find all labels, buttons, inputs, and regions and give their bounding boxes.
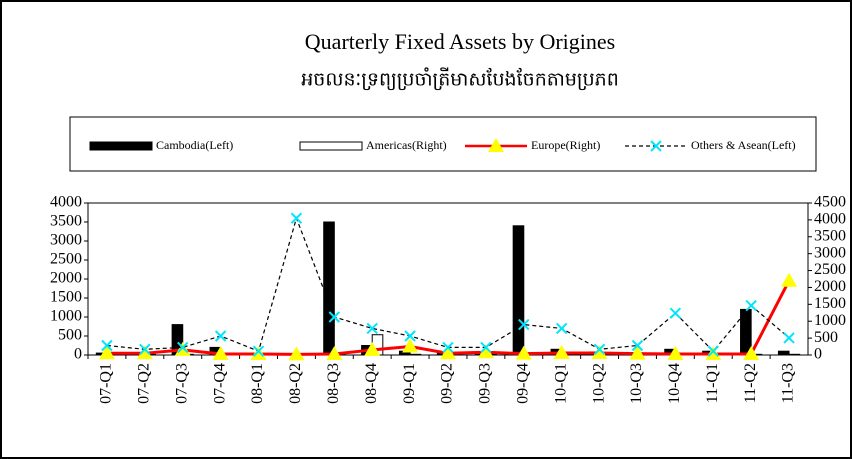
chart-title: Quarterly Fixed Assets by Origines <box>305 29 615 54</box>
x-tick-label: 09-Q3 <box>477 363 494 404</box>
marker <box>440 345 456 360</box>
marker <box>212 345 229 360</box>
bar <box>788 353 801 356</box>
marker <box>366 322 378 335</box>
marker <box>781 272 798 287</box>
bar <box>409 353 422 356</box>
marker <box>290 212 303 224</box>
marker <box>631 339 644 352</box>
y-tick-label: 3500 <box>50 213 82 230</box>
y-tick-label: 3000 <box>50 232 82 249</box>
y-tick-label: 500 <box>58 327 82 344</box>
marker <box>518 318 530 331</box>
x-tick-label: 08-Q1 <box>249 363 266 404</box>
x-tick-label: 09-Q1 <box>401 363 418 404</box>
y-tick-label: 0 <box>74 346 82 363</box>
y2-tick-label: 1000 <box>814 312 846 329</box>
x-tick-label: 08-Q4 <box>363 363 380 404</box>
marker <box>593 343 606 356</box>
x-tick-label: 10-Q4 <box>666 363 683 404</box>
bar <box>323 221 335 356</box>
x-tick-label: 10-Q1 <box>552 363 569 404</box>
marker <box>404 330 416 342</box>
x-tick-label: 10-Q3 <box>628 363 645 404</box>
marker <box>328 311 341 323</box>
marker <box>98 345 115 360</box>
x-tick-label: 11-Q1 <box>704 363 721 403</box>
legend-swatch <box>299 141 363 151</box>
y2-tick-label: 0 <box>814 346 822 363</box>
marker <box>480 341 492 354</box>
marker <box>650 140 662 152</box>
y-tick-label: 1500 <box>50 289 82 306</box>
marker <box>101 339 113 352</box>
marker <box>669 307 682 319</box>
marker <box>477 344 494 359</box>
legend-label: Others & Asean(Left) <box>691 138 796 152</box>
legend-label: Europe(Right) <box>531 138 600 152</box>
marker <box>667 345 684 360</box>
marker <box>214 330 227 342</box>
legend-label: Cambodia(Left) <box>156 138 233 152</box>
y-tick-label: 2000 <box>50 270 82 287</box>
marker <box>488 138 504 152</box>
y2-tick-label: 3000 <box>814 244 846 261</box>
marker <box>629 345 646 360</box>
x-tick-label: 11-Q3 <box>780 363 797 403</box>
legend-label: Americas(Right) <box>366 138 447 152</box>
bar <box>777 350 790 356</box>
x-tick-label: 07-Q1 <box>98 363 115 404</box>
marker <box>442 341 454 354</box>
marker <box>364 341 381 356</box>
y2-tick-label: 2500 <box>814 261 846 278</box>
marker <box>139 343 151 356</box>
y2-tick-label: 2000 <box>814 278 846 295</box>
y2-tick-label: 500 <box>814 329 838 346</box>
marker <box>745 299 757 312</box>
y-tick-label: 1000 <box>50 308 82 325</box>
marker <box>783 332 795 344</box>
x-tick-label: 09-Q4 <box>514 363 531 404</box>
marker <box>515 345 532 360</box>
x-tick-label: 08-Q2 <box>287 363 304 404</box>
y2-tick-label: 4500 <box>814 194 846 211</box>
chart-subtitle: អចលនៈទ្រព្យប្រចាំត្រីមាសបែងចែកតាមប្រភព <box>301 67 619 91</box>
bar <box>512 225 525 356</box>
marker <box>288 346 305 361</box>
y-tick-label: 4000 <box>50 194 82 211</box>
marker <box>553 344 570 359</box>
marker <box>591 344 608 359</box>
y2-tick-label: 3500 <box>814 227 846 244</box>
y2-tick-label: 4000 <box>814 211 846 228</box>
legend-box <box>69 116 817 172</box>
x-tick-label: 10-Q2 <box>590 363 607 404</box>
marker <box>743 345 760 360</box>
marker <box>707 345 719 357</box>
marker <box>402 338 419 353</box>
x-tick-label: 09-Q2 <box>439 363 456 404</box>
marker <box>177 341 189 354</box>
x-tick-label: 07-Q4 <box>211 363 228 404</box>
y2-tick-label: 1500 <box>814 295 846 312</box>
marker <box>555 322 568 335</box>
x-tick-label: 07-Q3 <box>173 363 190 404</box>
x-tick-label: 07-Q2 <box>136 363 153 404</box>
marker <box>252 345 265 357</box>
y-tick-label: 2500 <box>50 251 82 268</box>
legend-swatch <box>89 141 153 151</box>
marker <box>326 345 343 360</box>
x-tick-label: 08-Q3 <box>325 363 342 404</box>
marker <box>136 345 153 360</box>
x-tick-label: 11-Q2 <box>742 363 759 403</box>
